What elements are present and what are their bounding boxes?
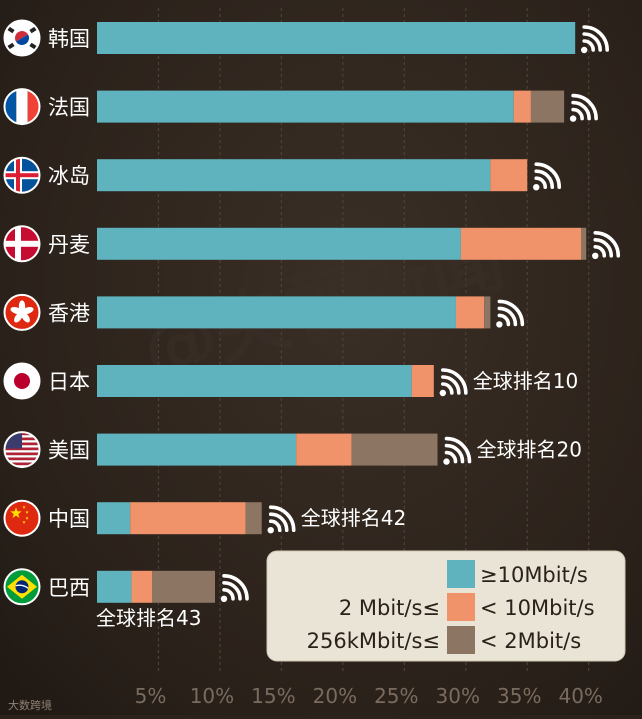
country-label: 丹麦 bbox=[48, 233, 90, 257]
country-row: 巴西 bbox=[3, 568, 90, 606]
bar-segment bbox=[513, 90, 531, 123]
bar-segment bbox=[97, 227, 461, 260]
wifi-icon bbox=[569, 93, 598, 122]
bar-segment bbox=[130, 502, 246, 535]
bar-segment bbox=[296, 433, 352, 466]
wifi-icon bbox=[439, 368, 468, 397]
legend-swatch bbox=[447, 626, 475, 654]
bars: 全球排名10 全球排名20 全球排名42 全球排名43 bbox=[96, 22, 621, 630]
legend-label: ≥10Mbit/s bbox=[480, 563, 588, 587]
south-korea-flag-icon bbox=[3, 19, 41, 57]
x-tick-label: 25% bbox=[374, 684, 418, 708]
wifi-icon bbox=[592, 231, 621, 259]
country-row: 韩国 bbox=[3, 19, 90, 57]
country-label: 中国 bbox=[48, 507, 90, 531]
bar-segment bbox=[351, 433, 438, 466]
bar-segment bbox=[245, 502, 262, 535]
bar-segment bbox=[530, 90, 565, 123]
wifi-icon bbox=[496, 299, 525, 328]
country-label: 韩国 bbox=[48, 27, 90, 51]
country-row: 美国 bbox=[3, 431, 90, 469]
source-logo: 大数跨境 bbox=[8, 698, 52, 712]
legend-swatch bbox=[447, 560, 475, 588]
bar-segment bbox=[152, 570, 216, 603]
x-axis: 5% 10% 15% 20% 25% 30% 35% 40% bbox=[135, 684, 603, 708]
x-tick-label: 30% bbox=[436, 684, 480, 708]
wifi-icon bbox=[443, 436, 472, 465]
x-tick-label: 40% bbox=[558, 684, 602, 708]
bar-segment bbox=[97, 159, 491, 192]
country-row: 丹麦 bbox=[3, 225, 90, 263]
bar-segment bbox=[581, 227, 587, 260]
rank-label: 全球排名43 bbox=[96, 606, 201, 630]
rank-label: 全球排名42 bbox=[301, 506, 406, 530]
x-tick-label: 15% bbox=[251, 684, 295, 708]
bar-segment bbox=[97, 570, 132, 603]
legend-label: < 10Mbit/s bbox=[480, 596, 595, 620]
country-label: 冰岛 bbox=[48, 164, 90, 188]
bar-segment bbox=[131, 570, 153, 603]
wifi-icon bbox=[533, 162, 562, 191]
bar-segment bbox=[484, 296, 491, 329]
wifi-icon bbox=[220, 573, 249, 602]
legend-swatch bbox=[447, 593, 475, 621]
bar-segment bbox=[97, 90, 514, 123]
iceland-flag-icon bbox=[3, 156, 41, 194]
wifi-icon bbox=[580, 25, 609, 54]
x-tick-label: 20% bbox=[313, 684, 357, 708]
x-tick-label: 35% bbox=[497, 684, 541, 708]
country-label: 日本 bbox=[48, 370, 90, 394]
bar-segment bbox=[97, 296, 456, 329]
x-tick-label: 5% bbox=[135, 684, 167, 708]
country-row: 香港 bbox=[3, 293, 90, 331]
source-logo-text: 大数跨境 bbox=[8, 698, 52, 712]
china-flag-icon bbox=[3, 499, 41, 537]
country-row: 法国 bbox=[3, 88, 90, 126]
usa-flag-icon bbox=[3, 431, 41, 469]
hong-kong-flag-icon bbox=[3, 293, 41, 331]
bar-segment bbox=[97, 22, 576, 54]
bar-segment bbox=[411, 365, 434, 397]
rank-label: 全球排名10 bbox=[473, 369, 578, 393]
legend-box bbox=[266, 550, 626, 662]
country-row: 日本 bbox=[3, 362, 90, 400]
bar-segment bbox=[97, 502, 131, 535]
bar-segment bbox=[97, 433, 297, 466]
bar-segment bbox=[455, 296, 485, 329]
rank-label: 全球排名20 bbox=[477, 438, 582, 462]
brazil-flag-icon bbox=[3, 568, 41, 606]
x-tick-label: 10% bbox=[190, 684, 234, 708]
legend-prefix: 2 Mbit/s≤ bbox=[339, 596, 440, 620]
country-label: 法国 bbox=[48, 96, 90, 120]
france-flag-icon bbox=[3, 88, 41, 126]
country-label: 香港 bbox=[48, 301, 90, 325]
bar-segment bbox=[460, 227, 582, 260]
country-row: 冰岛 bbox=[3, 156, 90, 194]
legend-label: < 2Mbit/s bbox=[480, 629, 581, 653]
denmark-flag-icon bbox=[3, 225, 41, 263]
bar-segment bbox=[97, 365, 412, 397]
country-label: 巴西 bbox=[48, 576, 90, 600]
country-row: 中国 bbox=[3, 499, 90, 537]
wifi-icon bbox=[267, 505, 296, 534]
legend: ≥10Mbit/s 2 Mbit/s≤ < 10Mbit/s 256kMbit/s≤ <… bbox=[266, 550, 626, 662]
legend-prefix: 256kMbit/s≤ bbox=[307, 629, 440, 653]
bar-segment bbox=[490, 159, 528, 192]
country-label: 美国 bbox=[48, 439, 90, 463]
japan-flag-icon bbox=[3, 362, 41, 400]
